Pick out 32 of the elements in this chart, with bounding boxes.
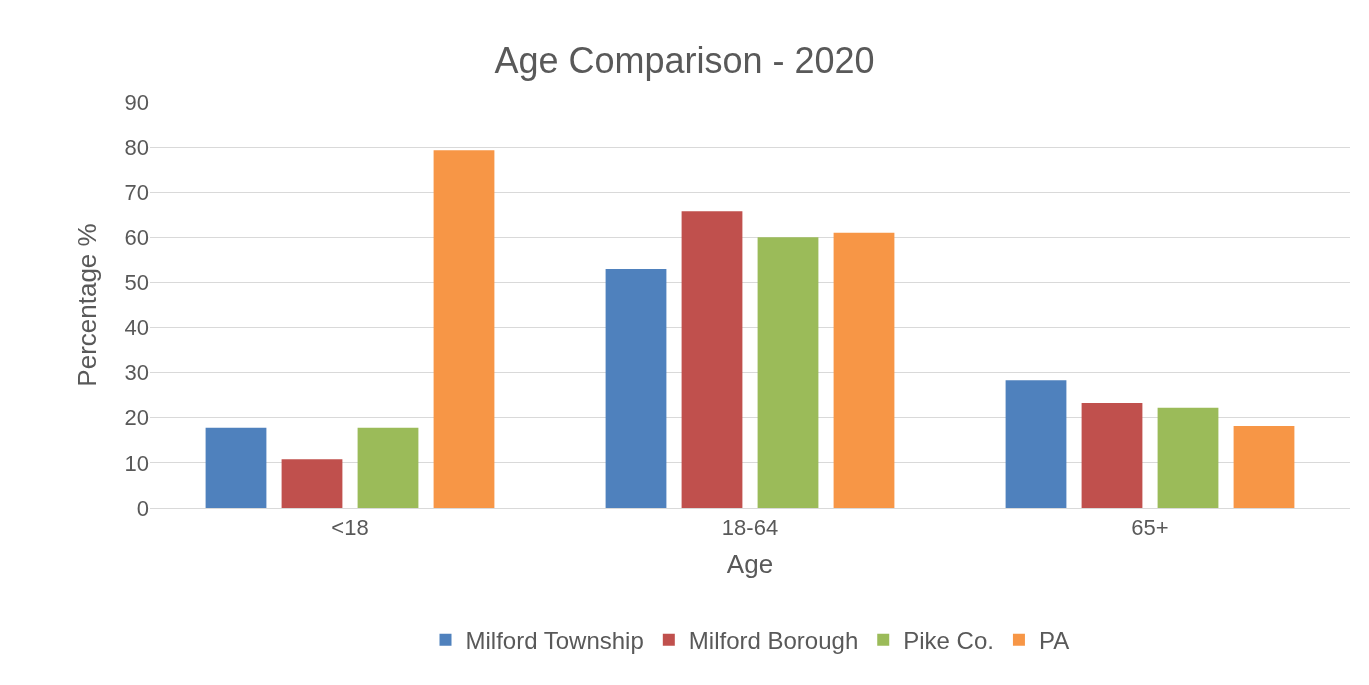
legend-label: Pike Co. <box>903 627 994 655</box>
bar <box>357 427 419 508</box>
y-tick-label: 50 <box>124 270 149 296</box>
y-tick-label: 20 <box>124 405 149 431</box>
bar <box>281 459 343 508</box>
bar <box>681 211 743 508</box>
bar <box>1081 402 1143 508</box>
y-axis-title: Percentage % <box>71 223 102 387</box>
bar <box>205 427 267 508</box>
legend-label: PA <box>1038 627 1070 655</box>
bar <box>1005 380 1067 508</box>
y-tick-label: 60 <box>124 225 149 251</box>
y-tick-label: 30 <box>124 360 149 386</box>
x-tick-label: 65+ <box>1131 515 1169 541</box>
legend-label: Milford Township <box>465 627 644 655</box>
x-tick-label: <18 <box>331 515 369 541</box>
bar <box>433 150 495 508</box>
x-axis-title: Age <box>726 549 774 580</box>
chart-title: Age Comparison - 2020 <box>494 40 875 82</box>
y-tick-label: 80 <box>124 134 149 160</box>
y-tick-label: 0 <box>136 495 149 521</box>
x-tick-label: 18-64 <box>721 515 779 541</box>
y-tick-label: 40 <box>124 315 149 341</box>
bar <box>833 232 895 508</box>
bar <box>605 268 667 508</box>
bar <box>757 237 819 508</box>
legend-label: Milford Borough <box>688 627 859 655</box>
y-tick-label: 70 <box>124 179 149 205</box>
y-tick-label: 10 <box>124 450 149 476</box>
bar <box>1233 425 1295 508</box>
y-tick-label: 90 <box>124 89 149 115</box>
bar <box>1157 407 1219 508</box>
